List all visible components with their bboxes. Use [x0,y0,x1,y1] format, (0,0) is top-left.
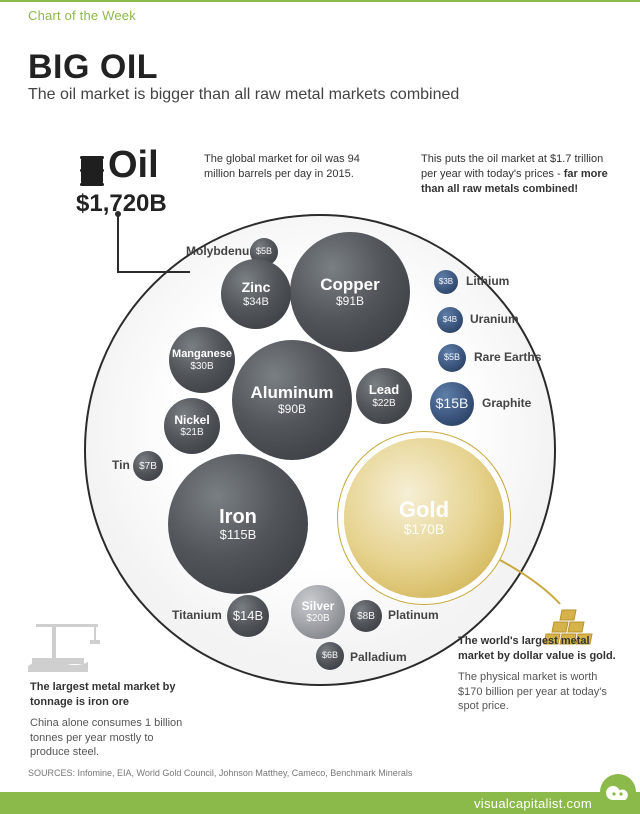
bubble-copper-label: Copper [320,276,380,295]
bubble-palladium-value: $6B [322,651,338,661]
bubble-silver-label: Silver [302,600,335,613]
bubble-molybdenum-label: Molybdenum [186,244,260,258]
bubble-lithium-label: Lithium [466,274,509,288]
bubble-platinum-label: Platinum [388,608,439,622]
bubble-molybdenum-value: $5B [256,247,272,257]
bubble-silver: Silver$20B [291,585,345,639]
bubble-aluminum-value: $90B [278,403,306,416]
note-gold: The world's largest metal market by doll… [458,634,618,714]
bubble-nickel-label: Nickel [174,414,209,427]
bubble-manganese: Manganese$30B [169,327,235,393]
bubble-rare-value: $5B [444,353,460,363]
bubble-manganese-label: Manganese [172,348,232,360]
bubble-iron-value: $115B [220,528,257,542]
cloud-badge-icon [600,774,636,810]
bubble-gold-label: Gold [399,498,449,522]
bubble-manganese-value: $30B [190,361,213,372]
page: Chart of the Week BIG OIL The oil market… [0,0,640,814]
bubble-nickel: Nickel$21B [164,398,220,454]
bubble-graphite-value: $15B [436,396,469,411]
bubble-iron-label: Iron [219,506,257,528]
bubble-rare: $5B [438,344,466,372]
bubble-zinc-label: Zinc [242,280,271,295]
bubble-silver-value: $20B [306,613,329,624]
bubble-platinum: $8B [350,600,382,632]
note-iron: The largest metal market by tonnage is i… [30,680,185,760]
bubble-graphite: $15B [430,382,474,426]
bubble-zinc: Zinc$34B [221,259,291,329]
bubble-rare-label: Rare Earths [474,350,541,364]
bubble-palladium-label: Palladium [350,650,407,664]
bubble-lead-value: $22B [372,398,395,409]
bubble-graphite-label: Graphite [482,396,531,410]
bubble-titanium-value: $14B [233,609,263,623]
bubble-iron: Iron$115B [168,454,308,594]
bubble-uranium: $4B [437,307,463,333]
bubble-copper: Copper$91B [290,232,410,352]
bubble-gold-value: $170B [404,522,444,537]
bubble-platinum-value: $8B [357,611,375,622]
note-gold-body: The physical market is worth $170 billio… [458,670,618,715]
logo-text: visualcapitalist.com [474,796,592,811]
crane-icon [26,612,116,674]
bubble-lead-label: Lead [369,383,399,397]
bubble-aluminum-label: Aluminum [250,384,333,403]
bubble-nickel-value: $21B [180,427,203,438]
bubble-copper-value: $91B [336,295,364,308]
bubble-titanium-label: Titanium [172,608,222,622]
logo-bar: visualcapitalist.com [0,792,640,814]
sources-text: SOURCES: Infomine, EIA, World Gold Counc… [28,768,412,778]
bubble-zinc-value: $34B [243,296,269,308]
bubble-tin-label: Tin [112,458,130,472]
bubble-titanium: $14B [227,595,269,637]
note-iron-lead: The largest metal market by tonnage is i… [30,680,185,710]
bubble-uranium-value: $4B [443,316,457,325]
bubble-lithium-value: $3B [439,278,453,287]
note-iron-body: China alone consumes 1 billion tonnes pe… [30,716,185,761]
bubble-tin: $7B [133,451,163,481]
bubble-gold: Gold$170B [344,438,504,598]
bubble-aluminum: Aluminum$90B [232,340,352,460]
bubble-palladium: $6B [316,642,344,670]
bubble-lead: Lead$22B [356,368,412,424]
note-gold-lead: The world's largest metal market by doll… [458,634,618,664]
bubble-tin-value: $7B [139,461,157,472]
bubble-uranium-label: Uranium [470,312,519,326]
bubble-lithium: $3B [434,270,458,294]
